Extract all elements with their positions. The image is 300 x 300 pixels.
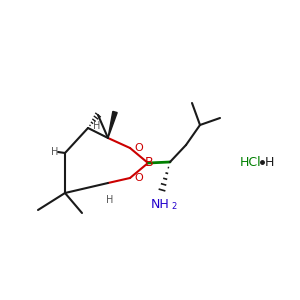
Text: 2: 2 <box>171 202 176 211</box>
Text: H: H <box>51 147 59 157</box>
Polygon shape <box>108 111 117 138</box>
Text: HCl: HCl <box>240 157 262 169</box>
Text: H: H <box>265 157 274 169</box>
Text: H: H <box>106 195 114 205</box>
Text: NH: NH <box>151 198 169 211</box>
Text: O: O <box>134 143 143 153</box>
Text: B: B <box>145 157 153 169</box>
Text: H: H <box>93 121 100 131</box>
Text: O: O <box>134 173 143 183</box>
